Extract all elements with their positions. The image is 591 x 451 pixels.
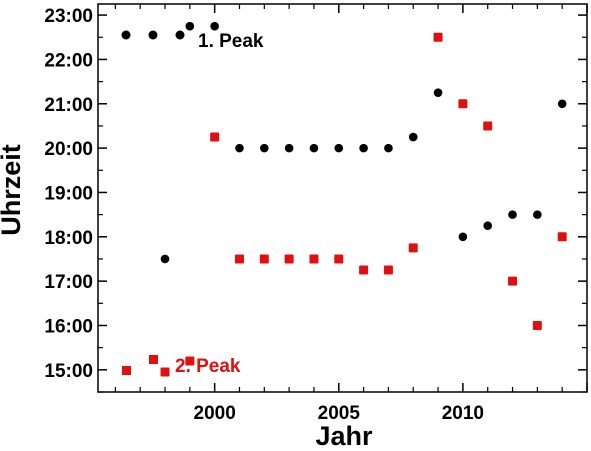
legend-label-series-1: 1. Peak [198, 31, 264, 52]
data-point-series-1 [433, 88, 443, 97]
data-point-series-1 [160, 254, 170, 264]
data-point-series-2 [309, 254, 319, 264]
x-axis-title: Jahr [315, 421, 373, 451]
data-point-series-1 [210, 21, 219, 31]
y-tick-label: 18:00 [44, 228, 93, 249]
data-point-series-2 [483, 121, 493, 131]
y-tick-label: 23:00 [44, 6, 93, 27]
legend-marker-series-1-c [175, 30, 185, 40]
legend-series-1: 1. Peak [121, 30, 264, 52]
data-point-series-1 [359, 143, 368, 153]
y-axis-title: Uhrzeit [0, 144, 26, 236]
data-point-series-1 [235, 143, 244, 153]
legend-label-series-2: 2. Peak [175, 356, 241, 377]
data-point-series-1 [408, 132, 418, 142]
y-tick-label: 21:00 [44, 95, 93, 116]
data-point-series-2 [160, 367, 170, 377]
y-tick-label: 16:00 [44, 316, 93, 337]
x-tick-label: 2000 [194, 403, 236, 424]
legend-series-2: 2. Peak [122, 355, 241, 377]
y-tick-label: 15:00 [44, 361, 93, 382]
legend-marker-series-2-b [149, 355, 158, 364]
data-point-series-2 [383, 265, 393, 275]
data-point-series-1 [284, 143, 294, 153]
data-point-series-2 [557, 232, 567, 242]
x-tick-label: 2005 [318, 403, 361, 424]
data-point-series-2 [532, 320, 542, 330]
plot-frame [97, 3, 588, 393]
data-points [160, 21, 567, 377]
data-point-series-2 [408, 243, 418, 253]
data-point-series-2 [185, 356, 195, 366]
y-tick-label: 20:00 [44, 139, 93, 160]
data-point-series-2 [210, 132, 220, 142]
data-point-series-1 [557, 99, 567, 109]
data-point-series-1 [533, 210, 542, 219]
legend-marker-series-1 [121, 30, 131, 40]
data-point-series-1 [185, 21, 195, 31]
data-point-series-2 [334, 254, 344, 264]
x-tick-label: 2010 [442, 403, 484, 424]
y-tick-label: 17:00 [44, 272, 93, 293]
data-point-series-1 [260, 143, 269, 153]
data-point-series-1 [334, 143, 344, 153]
y-axis-ticks: 15:00 16:00 17:00 18:00 19:00 20:00 21:00 22:00… [44, 6, 587, 393]
data-point-series-2 [359, 265, 369, 275]
data-point-series-2 [284, 254, 294, 264]
data-point-series-1 [384, 143, 393, 153]
data-point-series-1 [483, 221, 493, 231]
legend-marker-series-1-b [148, 30, 158, 40]
y-tick-label: 22:00 [44, 50, 93, 71]
data-point-series-2 [234, 254, 244, 264]
data-point-series-1 [508, 210, 517, 219]
data-point-series-2 [508, 276, 518, 286]
data-point-series-1 [458, 232, 468, 242]
legend-marker-series-2 [122, 366, 131, 375]
data-point-series-2 [259, 254, 269, 264]
data-point-series-1 [309, 143, 319, 153]
y-tick-label: 19:00 [44, 183, 93, 204]
data-point-series-2 [458, 99, 468, 109]
data-point-series-2 [433, 32, 443, 42]
